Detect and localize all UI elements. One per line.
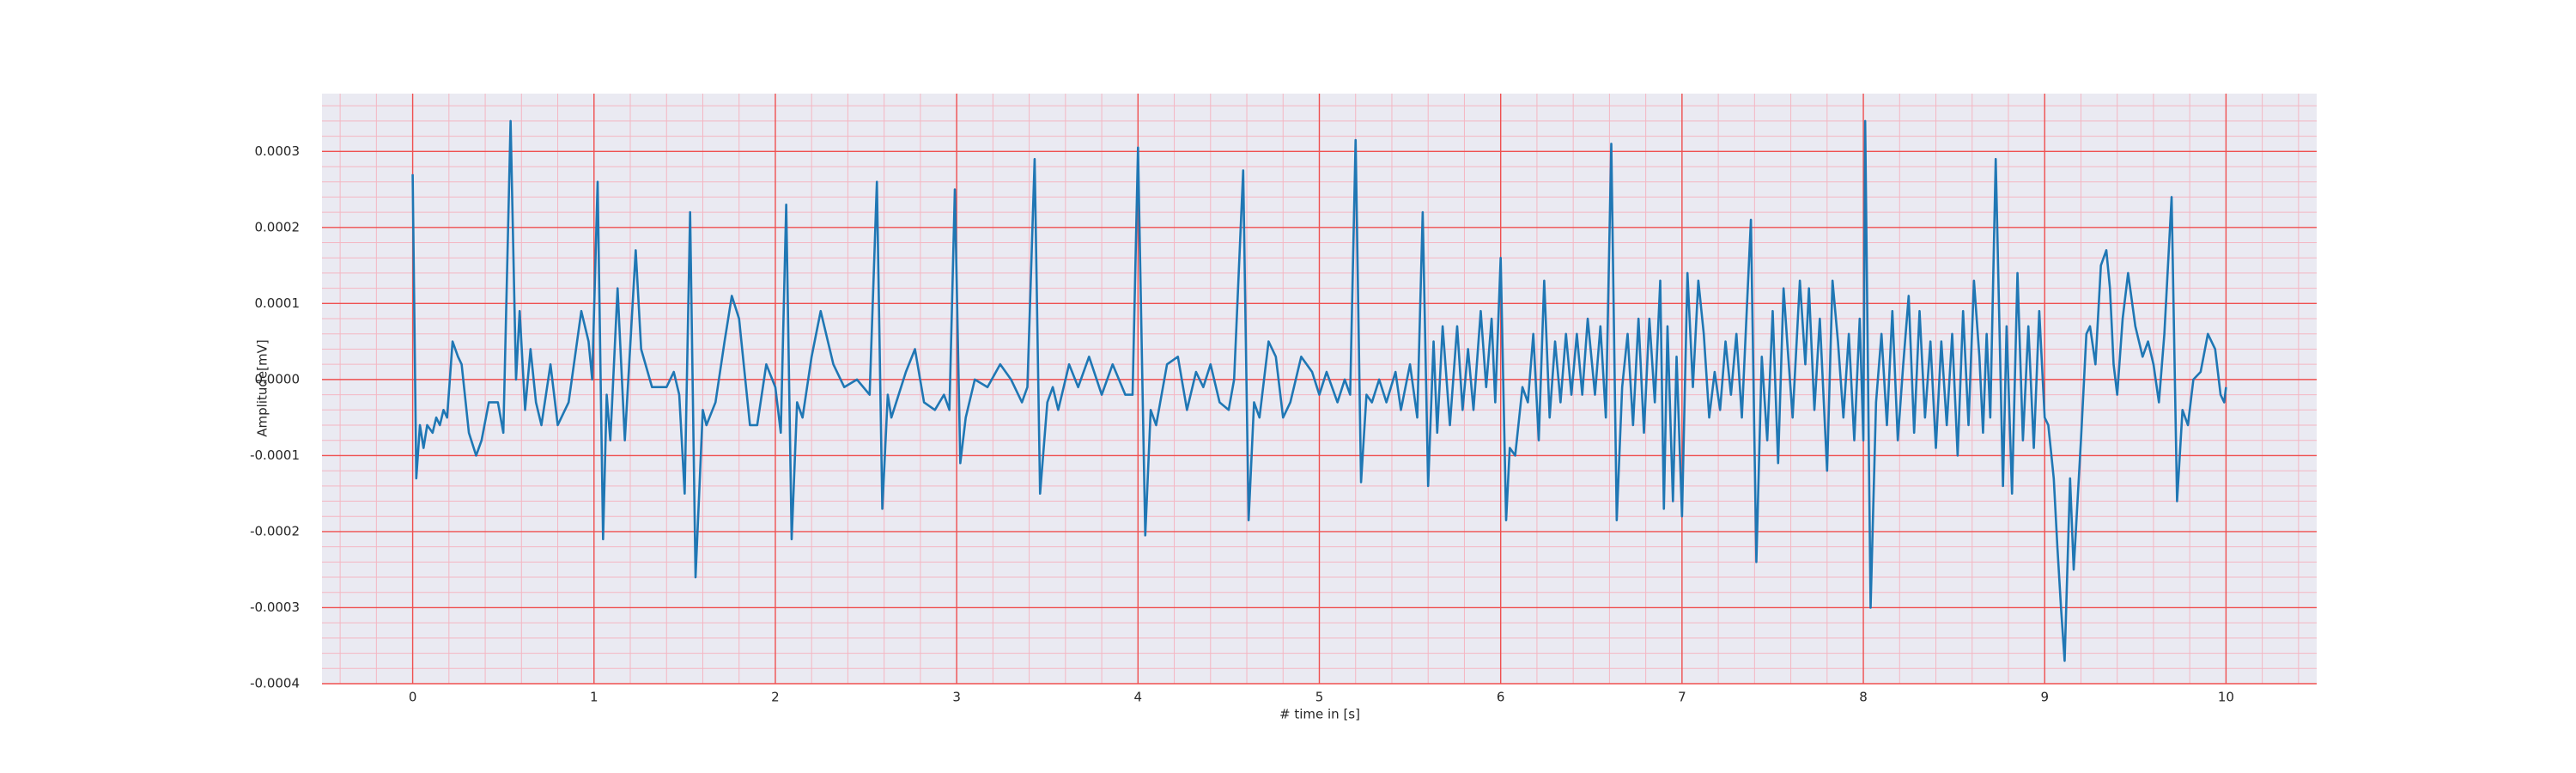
x-tick-label: 10: [2218, 690, 2234, 705]
y-tick-label: 0.0001: [255, 295, 301, 311]
x-tick-label: 9: [2040, 690, 2049, 705]
x-tick-label: 7: [1678, 690, 1686, 705]
x-tick-label: 3: [952, 690, 961, 705]
signal-line: [411, 119, 2227, 662]
y-tick-label: -0.0004: [250, 676, 300, 691]
x-tick-label: 6: [1497, 690, 1505, 705]
y-tick-label: 0.0000: [255, 371, 301, 386]
x-tick-label: 1: [590, 690, 598, 705]
y-tick-label: 0.0003: [255, 143, 301, 159]
y-tick-label: 0.0002: [255, 219, 301, 234]
x-tick-label: 4: [1134, 690, 1143, 705]
x-tick-label: 8: [1859, 690, 1868, 705]
y-tick-label: -0.0002: [250, 523, 300, 539]
y-tick-label: -0.0001: [250, 447, 300, 463]
x-tick-label: 2: [771, 690, 780, 705]
x-tick-label: 5: [1315, 690, 1324, 705]
x-axis-label: # time in [s]: [1279, 707, 1360, 722]
y-tick-label: -0.0003: [250, 600, 300, 615]
y-axis-label: Amplitude[mV]: [255, 339, 270, 436]
x-tick-label: 0: [409, 690, 417, 705]
